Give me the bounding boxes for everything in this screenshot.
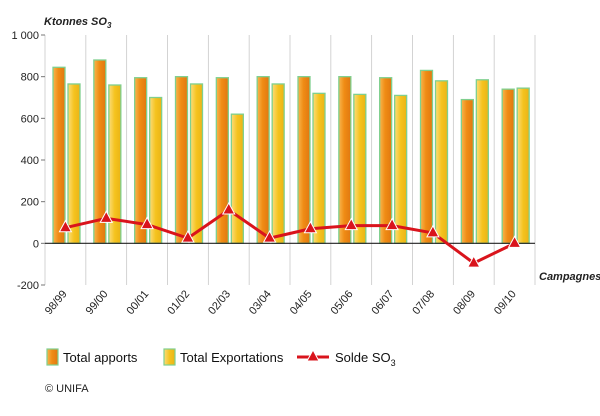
legend-item-apports: Total apports <box>46 348 138 366</box>
y-axis: -200 0 200 400 600 800 1 000 <box>11 30 45 292</box>
x-tick-label: 02/03 <box>206 288 233 317</box>
x-tick-label: 07/08 <box>410 288 437 317</box>
bar-apports <box>419 69 434 244</box>
bar-exportations <box>475 79 489 244</box>
solde-line <box>58 201 522 268</box>
bar-exportations <box>230 113 244 244</box>
x-axis: 98/99 99/00 00/01 01/02 02/03 03/04 04/05 05/06… <box>43 288 519 317</box>
bar-apports <box>379 77 393 244</box>
bar-apports <box>297 76 311 244</box>
solde-marker <box>99 210 114 223</box>
x-tick-label: 00/01 <box>124 288 151 317</box>
x-tick-label: 08/09 <box>451 288 478 317</box>
x-tick-label: 03/04 <box>247 288 274 317</box>
bar-exportations <box>149 96 163 244</box>
y-tick-label: 200 <box>21 197 39 209</box>
bar-exportations <box>271 83 285 244</box>
solde-marker <box>344 217 359 231</box>
x-tick-label: 05/06 <box>329 288 356 317</box>
bar-apports <box>52 66 66 244</box>
bar-apports <box>460 98 474 244</box>
solde-marker <box>507 235 522 248</box>
bar-apports <box>256 76 270 244</box>
bar-exportations <box>516 87 530 244</box>
x-tick-label: 99/00 <box>84 288 111 317</box>
x-tick-label: 09/10 <box>492 288 519 317</box>
y-tick-label: 0 <box>33 238 39 250</box>
legend-swatch-apports <box>46 348 59 366</box>
legend-marker-solde <box>306 348 320 362</box>
bar-apports <box>338 76 352 244</box>
bar-exportations <box>189 83 204 244</box>
y-tick-label: 800 <box>21 72 39 84</box>
bar-apports <box>174 76 189 244</box>
legend-label-exportations: Total Exportations <box>180 350 284 365</box>
bar-exportations <box>353 93 367 244</box>
bar-exportations <box>67 83 81 244</box>
y-unit-label: Ktonnes SO3 <box>44 16 112 30</box>
y-tick-label: -200 <box>17 280 39 292</box>
bar-apports <box>501 88 515 244</box>
solde-marker <box>466 255 481 268</box>
solde-marker <box>426 224 440 238</box>
legend-label-solde: Solde SO3 <box>335 350 396 368</box>
bar-exportations <box>394 94 408 244</box>
credit-label: © UNIFA <box>45 383 89 395</box>
y-tick-label: 400 <box>21 155 39 167</box>
solde-marker <box>58 219 73 233</box>
solde-marker <box>140 216 154 230</box>
legend: Total apports Total Exportations Solde S… <box>46 348 396 368</box>
legend-label-apports: Total apports <box>63 350 138 365</box>
bar-exportations <box>312 92 326 244</box>
solde-marker <box>303 220 318 234</box>
bar-exportations <box>434 80 449 244</box>
solde-marker <box>181 230 195 243</box>
x-tick-label: 06/07 <box>369 288 396 317</box>
bar-apports <box>134 77 148 244</box>
x-tick-label: 04/05 <box>288 288 315 317</box>
y-tick-label: 600 <box>21 113 39 125</box>
legend-item-solde: Solde SO3 <box>297 348 396 368</box>
x-tick-label: 98/99 <box>43 288 70 317</box>
solde-marker <box>385 217 399 231</box>
solde-marker <box>262 230 277 243</box>
x-tick-label: 01/02 <box>165 288 192 317</box>
bars <box>52 59 530 244</box>
y-tick-label: 1 000 <box>11 30 39 42</box>
solde-marker <box>221 201 236 215</box>
legend-item-exportations: Total Exportations <box>163 348 284 366</box>
solde-polyline <box>65 208 516 265</box>
legend-swatch-exportations <box>163 348 176 366</box>
x-axis-title: Campagnes <box>539 271 600 283</box>
